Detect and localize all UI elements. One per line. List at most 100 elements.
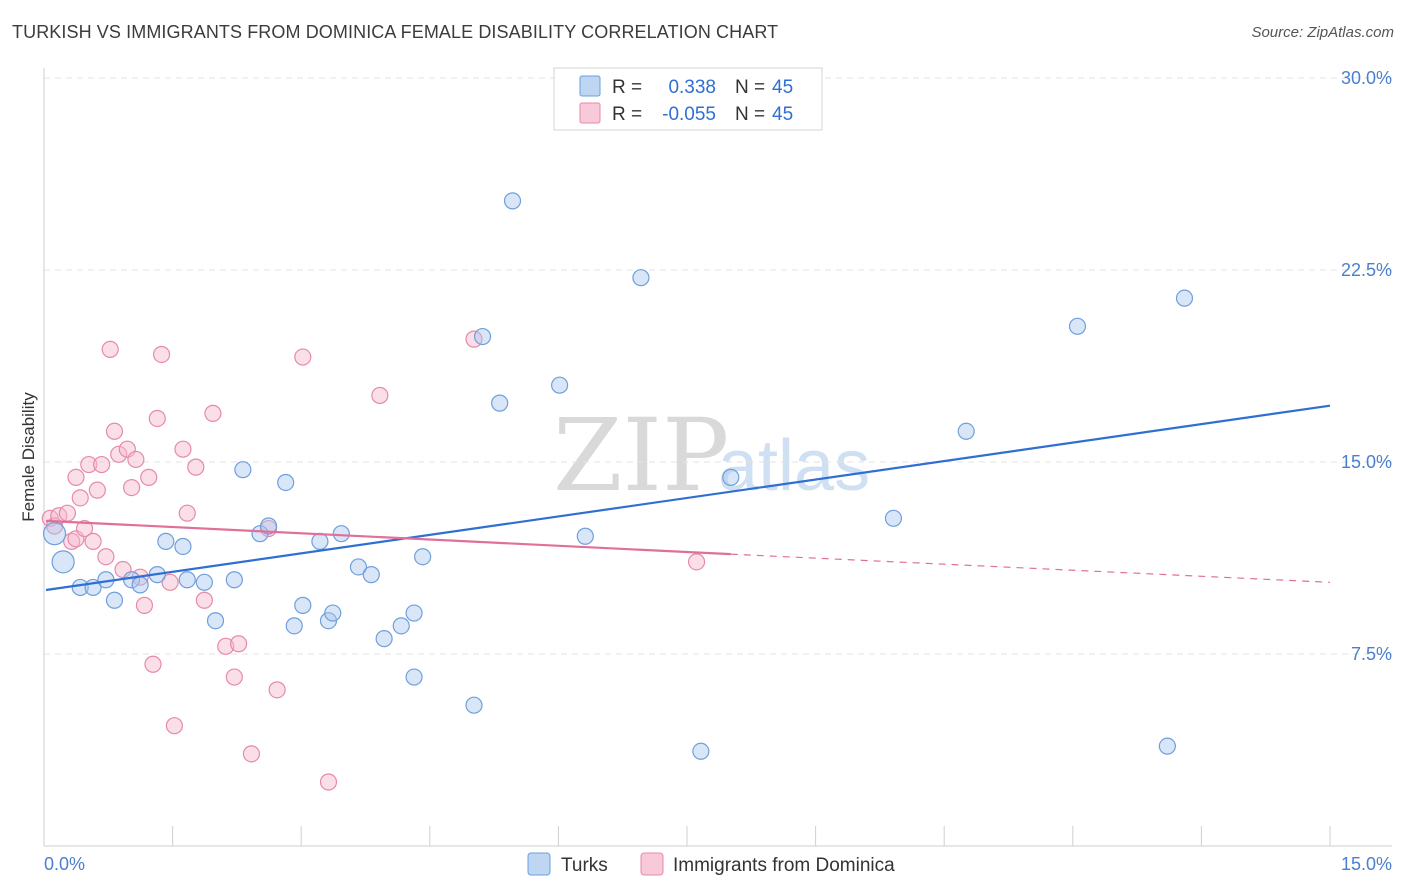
dominica-point xyxy=(101,340,119,358)
dominica-point xyxy=(88,481,106,499)
dominica-point xyxy=(80,455,98,474)
dominica-point xyxy=(58,504,77,522)
turk-point xyxy=(234,461,252,479)
y-tick-label: 7.5% xyxy=(1351,644,1392,664)
dominica-point xyxy=(217,637,235,655)
dominica-point xyxy=(187,458,205,476)
turk-point xyxy=(362,566,380,584)
dominica-point xyxy=(225,668,243,686)
legend-r-value-dominica: -0.055 xyxy=(662,104,716,125)
legend-n-value-turks: 45 xyxy=(772,77,793,98)
turk-point xyxy=(550,376,569,394)
x-axis-ticks xyxy=(43,826,1331,846)
turk-point xyxy=(324,604,342,622)
turk-point xyxy=(884,509,903,527)
dominica-point xyxy=(67,468,85,486)
turk-point xyxy=(174,537,192,556)
correlation-legend: R = 0.338 N = 45 R = -0.055 N = 45 xyxy=(553,67,823,131)
dominica-point xyxy=(687,553,706,571)
dominica-point xyxy=(84,532,102,550)
turk-point xyxy=(465,696,483,714)
turk-point xyxy=(277,473,295,492)
series-legend-dominica: Immigrants from Dominica xyxy=(673,855,895,876)
dominica-point xyxy=(195,591,213,609)
turk-point xyxy=(473,327,492,346)
turk-point xyxy=(206,612,225,630)
turk-point xyxy=(349,558,368,576)
turk-point xyxy=(131,576,149,594)
x-tick-label-min: 0.0% xyxy=(44,854,85,874)
dominica-point xyxy=(165,717,183,735)
turk-point xyxy=(632,269,650,287)
dominica-points xyxy=(41,330,706,791)
dominica-point xyxy=(268,681,286,699)
turk-point xyxy=(375,630,393,648)
dominica-point xyxy=(105,422,124,440)
axes xyxy=(43,68,1392,847)
y-tick-label: 15.0% xyxy=(1341,452,1392,472)
turk-point xyxy=(405,668,423,686)
turk-point xyxy=(285,617,303,635)
turk-point xyxy=(259,517,278,535)
dominica-point xyxy=(161,573,179,591)
turk-point xyxy=(195,573,213,591)
dominica-point xyxy=(174,440,192,458)
legend-r-label-turks: R = xyxy=(612,77,642,98)
turk-point xyxy=(225,571,243,589)
turk-point xyxy=(105,591,124,609)
dominica-point xyxy=(178,504,196,522)
turk-point xyxy=(491,394,509,412)
dominica-point xyxy=(230,635,248,653)
x-tick-label-max: 15.0% xyxy=(1341,854,1392,874)
y-tick-label: 30.0% xyxy=(1341,68,1392,88)
dominica-trend-extension xyxy=(730,553,1331,583)
legend-r-label-dominica: R = xyxy=(612,104,642,125)
y-axis-label: Female Disability xyxy=(19,392,38,522)
source-credit: Source: ZipAtlas.com xyxy=(1251,24,1394,41)
y-tick-labels: 7.5% 15.0% 22.5% 30.0% xyxy=(1341,68,1392,664)
dominica-point xyxy=(148,409,166,428)
turk-point xyxy=(157,532,175,550)
turk-point xyxy=(1068,317,1087,335)
turk-point xyxy=(332,525,350,543)
watermark-zip: ZIP xyxy=(553,397,729,514)
dominica-point xyxy=(144,655,162,673)
y-tick-label: 22.5% xyxy=(1341,260,1392,280)
watermark-atlas: atlas xyxy=(718,426,870,506)
series-legend-swatch-dominica xyxy=(640,852,664,876)
turks-trend-line xyxy=(45,404,1331,592)
turk-point xyxy=(957,422,975,440)
series-legend: Turks Immigrants from Dominica xyxy=(527,852,895,876)
legend-swatch-turks xyxy=(579,75,601,97)
trend-lines xyxy=(45,404,1331,592)
turk-point xyxy=(311,532,329,550)
turk-point xyxy=(294,596,312,614)
turks-points xyxy=(42,192,1194,760)
dominica-point xyxy=(71,489,89,507)
legend-n-label-turks: N = xyxy=(735,77,765,98)
legend-n-value-dominica: 45 xyxy=(772,104,793,125)
dominica-point xyxy=(371,386,389,405)
dominica-point xyxy=(75,519,94,538)
series-legend-turks: Turks xyxy=(561,855,608,876)
dominica-point xyxy=(242,745,261,763)
legend-n-label-dominica: N = xyxy=(735,104,765,125)
turk-point xyxy=(722,468,740,486)
dominica-trend-line xyxy=(45,519,731,556)
dominica-point xyxy=(123,479,141,497)
turk-point xyxy=(414,548,432,566)
turk-point xyxy=(576,527,594,545)
turk-point xyxy=(692,742,710,760)
turk-point xyxy=(1158,737,1176,755)
dominica-point xyxy=(204,404,222,422)
turk-point xyxy=(405,604,423,622)
dominica-point xyxy=(294,348,312,366)
dominica-point xyxy=(97,548,115,566)
dominica-point xyxy=(135,596,154,614)
legend-r-value-turks: 0.338 xyxy=(668,77,716,98)
legend-swatch-dominica xyxy=(579,102,601,124)
turk-point xyxy=(178,571,196,589)
chart-title: TURKISH VS IMMIGRANTS FROM DOMINICA FEMA… xyxy=(12,22,779,42)
series-legend-swatch-turks xyxy=(527,852,551,876)
